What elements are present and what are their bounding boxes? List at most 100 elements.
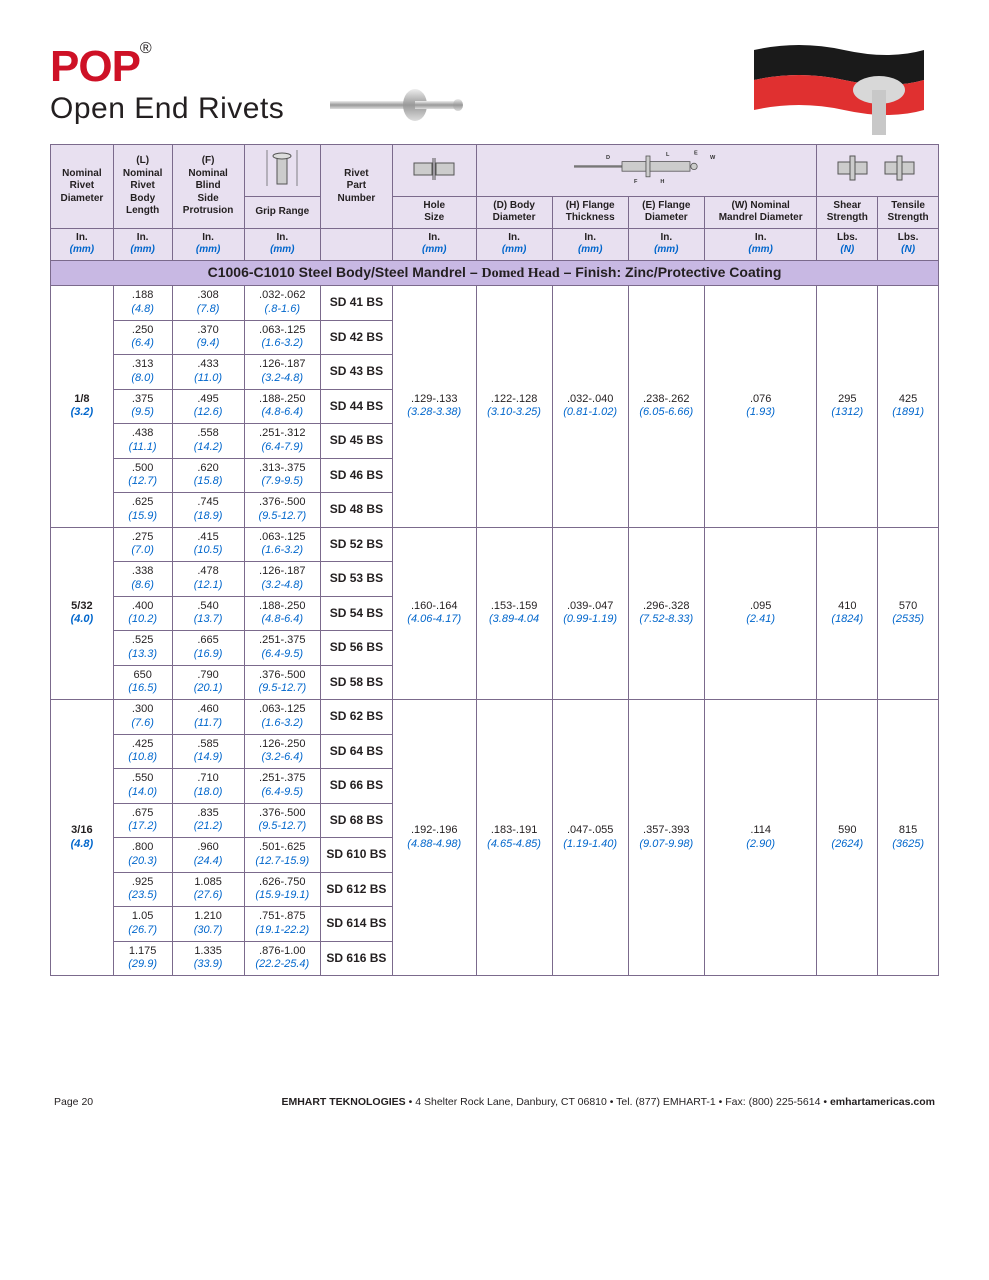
- cell-protrusion: .478(12.1): [172, 562, 244, 597]
- cell-body-length: .188(4.8): [113, 286, 172, 321]
- cell-shear: 295(1312): [817, 286, 878, 528]
- cell-tensile: 815(3625): [878, 700, 939, 976]
- cell-part-number: SD 612 BS: [320, 872, 392, 907]
- cell-grip-range: .032-.062(.8-1.6): [244, 286, 320, 321]
- cell-grip-range: .376-.500(9.5-12.7): [244, 665, 320, 700]
- cell-body-length: 1.05(26.7): [113, 907, 172, 942]
- cell-body-length: .400(10.2): [113, 596, 172, 631]
- cell-part-number: SD 53 BS: [320, 562, 392, 597]
- cell-tensile: 425(1891): [878, 286, 939, 528]
- section-header-row: C1006-C1010 Steel Body/Steel Mandrel – D…: [51, 260, 939, 286]
- rivet-illustration: [330, 85, 480, 125]
- cell-body-length: .438(11.1): [113, 424, 172, 459]
- cell-grip-range: .063-.125(1.6-3.2): [244, 320, 320, 355]
- cell-flange-diameter: .357-.393(9.07-9.98): [628, 700, 704, 976]
- cell-grip-range: .126-.250(3.2-6.4): [244, 734, 320, 769]
- cell-part-number: SD 68 BS: [320, 803, 392, 838]
- cell-protrusion: .620(15.8): [172, 458, 244, 493]
- cell-body-length: 1.175(29.9): [113, 941, 172, 976]
- cell-part-number: SD 66 BS: [320, 769, 392, 804]
- cell-hole-size: .192-.196(4.88-4.98): [392, 700, 476, 976]
- col-grip-range-diagram: [244, 145, 320, 197]
- cell-body-length: .375(9.5): [113, 389, 172, 424]
- header-diagram-row: Nominal Rivet Diameter (L) Nominal Rivet…: [51, 145, 939, 197]
- cell-protrusion: .745(18.9): [172, 493, 244, 528]
- svg-text:L: L: [666, 152, 670, 158]
- cell-body-length: .275(7.0): [113, 527, 172, 562]
- cell-body-length: .625(15.9): [113, 493, 172, 528]
- cell-part-number: SD 44 BS: [320, 389, 392, 424]
- cell-shear: 410(1824): [817, 527, 878, 700]
- cell-protrusion: .415(10.5): [172, 527, 244, 562]
- cell-part-number: SD 48 BS: [320, 493, 392, 528]
- footer-text: EMHART TEKNOLOGIES • 4 Shelter Rock Lane…: [281, 1096, 935, 1108]
- cell-flange-diameter: .296-.328(7.52-8.33): [628, 527, 704, 700]
- cell-protrusion: .495(12.6): [172, 389, 244, 424]
- cell-grip-range: .063-.125(1.6-3.2): [244, 527, 320, 562]
- cell-part-number: SD 616 BS: [320, 941, 392, 976]
- cell-part-number: SD 41 BS: [320, 286, 392, 321]
- table-row: 5/32(4.0).275(7.0).415(10.5).063-.125(1.…: [51, 527, 939, 562]
- cell-body-length: .250(6.4): [113, 320, 172, 355]
- cell-protrusion: .710(18.0): [172, 769, 244, 804]
- col-grip-range: Grip Range: [244, 196, 320, 228]
- cell-body-diameter: .153-.159(3.89-4.04: [476, 527, 552, 700]
- cell-grip-range: .188-.250(4.8-6.4): [244, 389, 320, 424]
- cell-body-length: .675(17.2): [113, 803, 172, 838]
- col-nominal-rivet-diameter: Nominal Rivet Diameter: [51, 145, 114, 229]
- cell-mandrel-diameter: .114(2.90): [704, 700, 817, 976]
- cell-protrusion: 1.210(30.7): [172, 907, 244, 942]
- cell-grip-range: .376-.500(9.5-12.7): [244, 493, 320, 528]
- svg-text:E: E: [694, 150, 698, 156]
- cell-grip-range: .376-.500(9.5-12.7): [244, 803, 320, 838]
- cell-protrusion: .835(21.2): [172, 803, 244, 838]
- cell-grip-range: .876-1.00(22.2-25.4): [244, 941, 320, 976]
- col-flange-diameter: (E) Flange Diameter: [628, 196, 704, 228]
- cell-protrusion: .540(13.7): [172, 596, 244, 631]
- cell-grip-range: .251-.312(6.4-7.9): [244, 424, 320, 459]
- cell-part-number: SD 62 BS: [320, 700, 392, 735]
- svg-text:H: H: [661, 179, 665, 185]
- cell-body-diameter: .122-.128(3.10-3.25): [476, 286, 552, 528]
- unit-row: In.(mm) In.(mm) In.(mm) In.(mm) In.(mm) …: [51, 228, 939, 260]
- cell-shear: 590(2624): [817, 700, 878, 976]
- cell-hole-size: .129-.133(3.28-3.38): [392, 286, 476, 528]
- cell-part-number: SD 64 BS: [320, 734, 392, 769]
- cell-part-number: SD 54 BS: [320, 596, 392, 631]
- col-hole-size: Hole Size: [392, 196, 476, 228]
- registered-mark: ®: [140, 40, 151, 57]
- cell-part-number: SD 56 BS: [320, 631, 392, 666]
- cell-grip-range: .188-.250(4.8-6.4): [244, 596, 320, 631]
- cell-body-length: .425(10.8): [113, 734, 172, 769]
- cell-body-diameter: .183-.191(4.65-4.85): [476, 700, 552, 976]
- cell-part-number: SD 45 BS: [320, 424, 392, 459]
- cell-grip-range: .063-.125(1.6-3.2): [244, 700, 320, 735]
- col-blind-side-protrusion: (F) Nominal Blind Side Protrusion: [172, 145, 244, 229]
- page-number: Page 20: [54, 1096, 93, 1108]
- cell-protrusion: .665(16.9): [172, 631, 244, 666]
- cell-flange-diameter: .238-.262(6.05-6.66): [628, 286, 704, 528]
- cell-body-length: .550(14.0): [113, 769, 172, 804]
- page-footer: Page 20 EMHART TEKNOLOGIES • 4 Shelter R…: [50, 1096, 939, 1108]
- cell-grip-range: .126-.187(3.2-4.8): [244, 562, 320, 597]
- cell-protrusion: .585(14.9): [172, 734, 244, 769]
- cell-grip-range: .626-.750(15.9-19.1): [244, 872, 320, 907]
- footer-url[interactable]: emhartamericas.com: [830, 1096, 935, 1108]
- cell-body-length: .925(23.5): [113, 872, 172, 907]
- col-mandrel-diameter: (W) Nominal Mandrel Diameter: [704, 196, 817, 228]
- cell-body-length: 650(16.5): [113, 665, 172, 700]
- cell-grip-range: .313-.375(7.9-9.5): [244, 458, 320, 493]
- cell-grip-range: .251-.375(6.4-9.5): [244, 769, 320, 804]
- rivet-spec-table: Nominal Rivet Diameter (L) Nominal Rivet…: [50, 144, 939, 976]
- cell-part-number: SD 614 BS: [320, 907, 392, 942]
- table-body: C1006-C1010 Steel Body/Steel Mandrel – D…: [51, 260, 939, 976]
- col-rivet-body-length: (L) Nominal Rivet Body Length: [113, 145, 172, 229]
- svg-text:W: W: [710, 155, 716, 161]
- cell-protrusion: 1.085(27.6): [172, 872, 244, 907]
- cell-body-length: .800(20.3): [113, 838, 172, 873]
- cell-body-length: .525(13.3): [113, 631, 172, 666]
- cell-protrusion: .433(11.0): [172, 355, 244, 390]
- col-part-number: Rivet Part Number: [320, 145, 392, 229]
- cell-mandrel-diameter: .076(1.93): [704, 286, 817, 528]
- cell-diameter: 3/16(4.8): [51, 700, 114, 976]
